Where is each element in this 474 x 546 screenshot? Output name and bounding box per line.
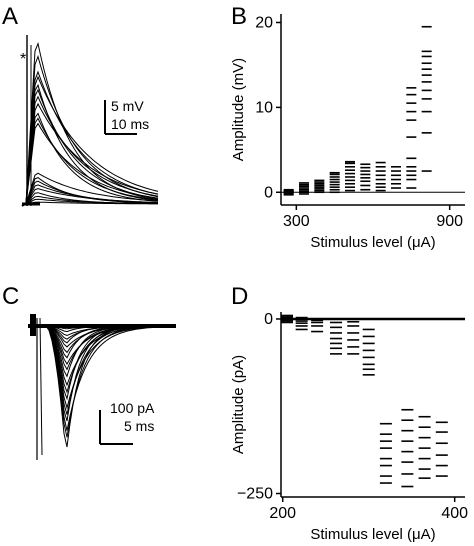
trace bbox=[21, 122, 159, 207]
trace bbox=[21, 102, 159, 207]
scale-label-current: 100 pA bbox=[110, 400, 155, 416]
stimulus-artifact-asterisk: * bbox=[20, 51, 26, 68]
scale-bar-c: 100 pA 5 ms bbox=[99, 400, 155, 445]
panel-label-b: B bbox=[231, 3, 247, 30]
panel-label-d: D bbox=[231, 283, 248, 310]
trace bbox=[21, 117, 159, 207]
chart-d-xlabel: Stimulus level (μA) bbox=[310, 526, 435, 543]
chart-b-y-tick-label: 0 bbox=[264, 184, 273, 201]
scale-label-time: 5 ms bbox=[124, 418, 154, 434]
panel-label-a: A bbox=[2, 3, 18, 30]
chart-b-plot: 0 10 20 300 900 bbox=[255, 14, 465, 230]
panel-d: D 0 −250 200 400 Amplitude (pA) Stimulus le… bbox=[230, 283, 468, 543]
chart-d-y-tick-label: −250 bbox=[237, 486, 273, 503]
chart-b-ylabel: Amplitude (mV) bbox=[230, 58, 247, 161]
panel-c: C 100 pA 5 ms bbox=[2, 283, 176, 460]
scale-bar-a: 5 mV 10 ms bbox=[104, 98, 149, 135]
trace bbox=[21, 95, 159, 207]
trace bbox=[21, 75, 159, 207]
scale-label-time: 10 ms bbox=[111, 116, 149, 132]
voltage-traces bbox=[21, 35, 159, 207]
chart-d-y-tick-label: 0 bbox=[264, 311, 273, 328]
trace bbox=[21, 188, 159, 207]
chart-d-x-tick-label: 200 bbox=[269, 505, 296, 522]
stimulus-artifact bbox=[39, 317, 43, 456]
scale-label-voltage: 5 mV bbox=[111, 98, 144, 114]
trace bbox=[21, 70, 159, 207]
panel-b: B 0 10 20 300 900 Amplitude (mV) Stimulus le… bbox=[230, 3, 465, 251]
panel-label-c: C bbox=[2, 283, 19, 310]
chart-b-y-tick-label: 10 bbox=[255, 99, 273, 116]
chart-d-plot: 0 −250 200 400 bbox=[237, 311, 468, 522]
chart-b-xlabel: Stimulus level (μA) bbox=[310, 234, 435, 251]
trace bbox=[21, 172, 159, 207]
chart-b-y-tick-label: 20 bbox=[255, 14, 273, 31]
current-traces bbox=[28, 314, 176, 460]
chart-d-ylabel: Amplitude (pA) bbox=[230, 355, 247, 454]
chart-d-x-tick-label: 400 bbox=[441, 505, 468, 522]
chart-b-x-tick-label: 900 bbox=[436, 213, 463, 230]
trace bbox=[21, 201, 158, 207]
chart-b-x-tick-label: 300 bbox=[283, 213, 310, 230]
panel-a: A * 5 mV 10 ms bbox=[2, 3, 159, 207]
